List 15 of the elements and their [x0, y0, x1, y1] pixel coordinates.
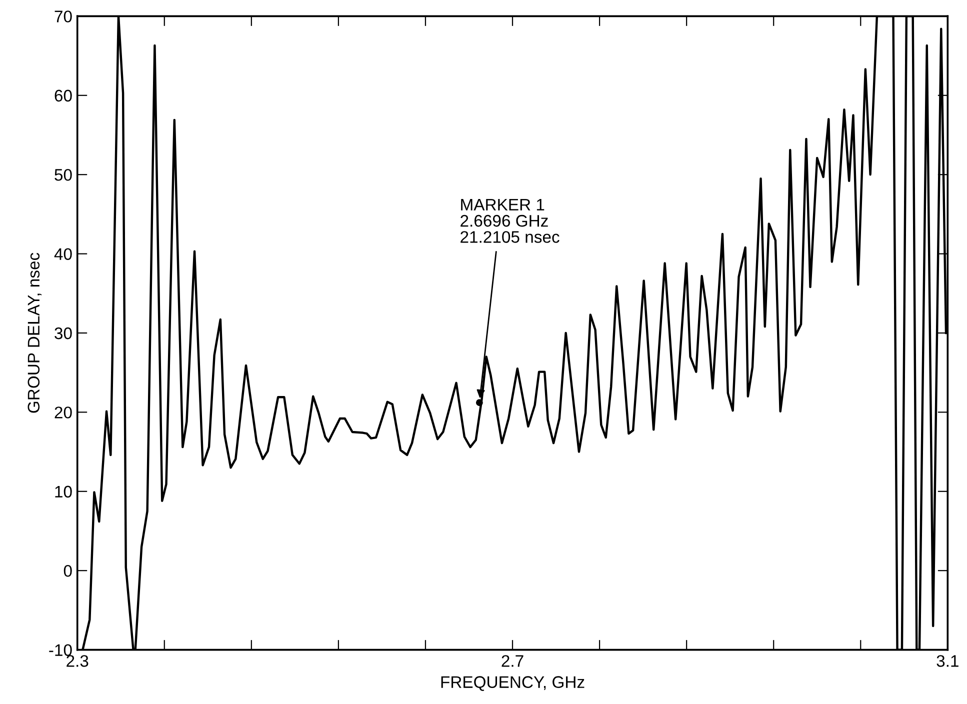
y-tick-label: 60	[54, 90, 72, 102]
x-tick-label: 3.1	[936, 655, 958, 667]
x-axis-title: FREQUENCY, GHz	[441, 676, 584, 691]
y-tick-label: 50	[54, 168, 72, 181]
y-axis-title: GROUP DELAY, nsec	[28, 252, 42, 413]
x-tick-label: 2.3	[66, 655, 88, 667]
y-tick-label: 30	[54, 327, 72, 340]
y-tick-label: 70	[54, 10, 72, 22]
y-tick-label: 0	[64, 564, 72, 577]
y-tick-label: 20	[54, 406, 72, 418]
annotation: MARKER 1 2.6696 GHz 21.2105 nsec	[460, 198, 560, 243]
y-tick-label: 10	[55, 486, 72, 498]
y-tick-label: 40	[54, 248, 72, 260]
x-tick-label: 2.7	[502, 655, 524, 667]
y-tick-label: -10	[49, 644, 72, 656]
